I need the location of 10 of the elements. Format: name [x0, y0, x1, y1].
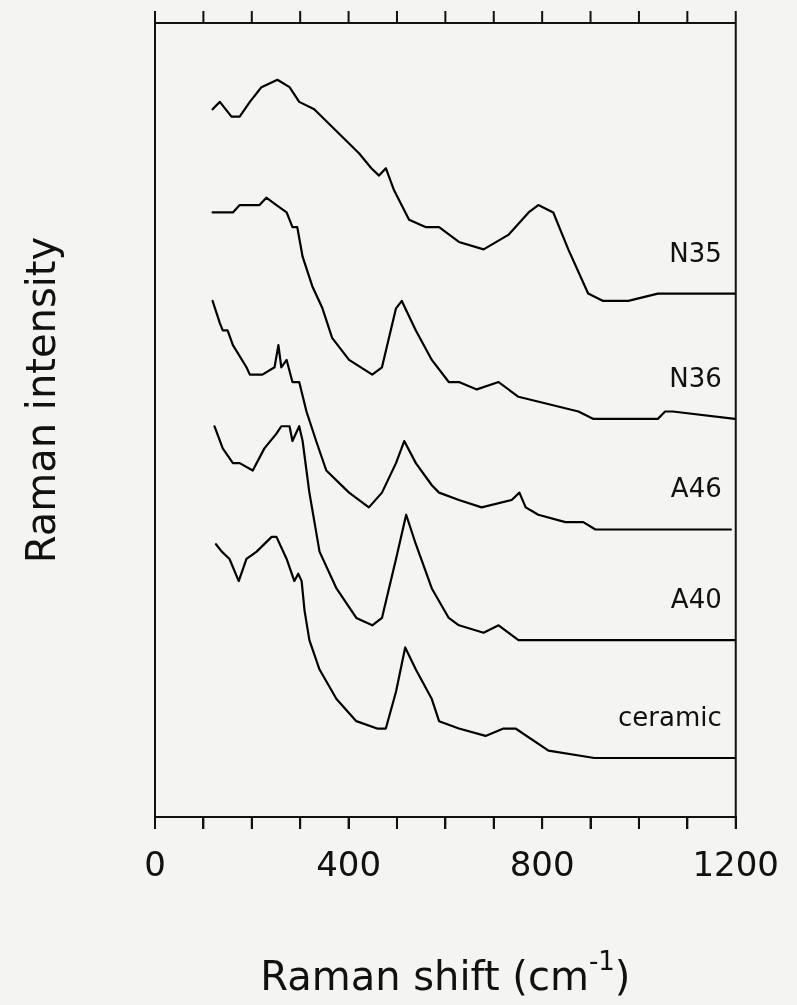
y-axis-title: Raman intensity: [18, 236, 64, 564]
series-label: A46: [670, 473, 722, 504]
series-label: N35: [669, 237, 722, 268]
series-label: A40: [670, 584, 722, 615]
x-tick-label: 800: [509, 844, 575, 885]
series-label: N36: [669, 362, 722, 393]
series-label: ceramic: [617, 702, 722, 733]
x-tick-label: 400: [316, 844, 382, 885]
x-tick-label: 1200: [692, 844, 779, 885]
x-tick-label: 0: [144, 844, 166, 885]
